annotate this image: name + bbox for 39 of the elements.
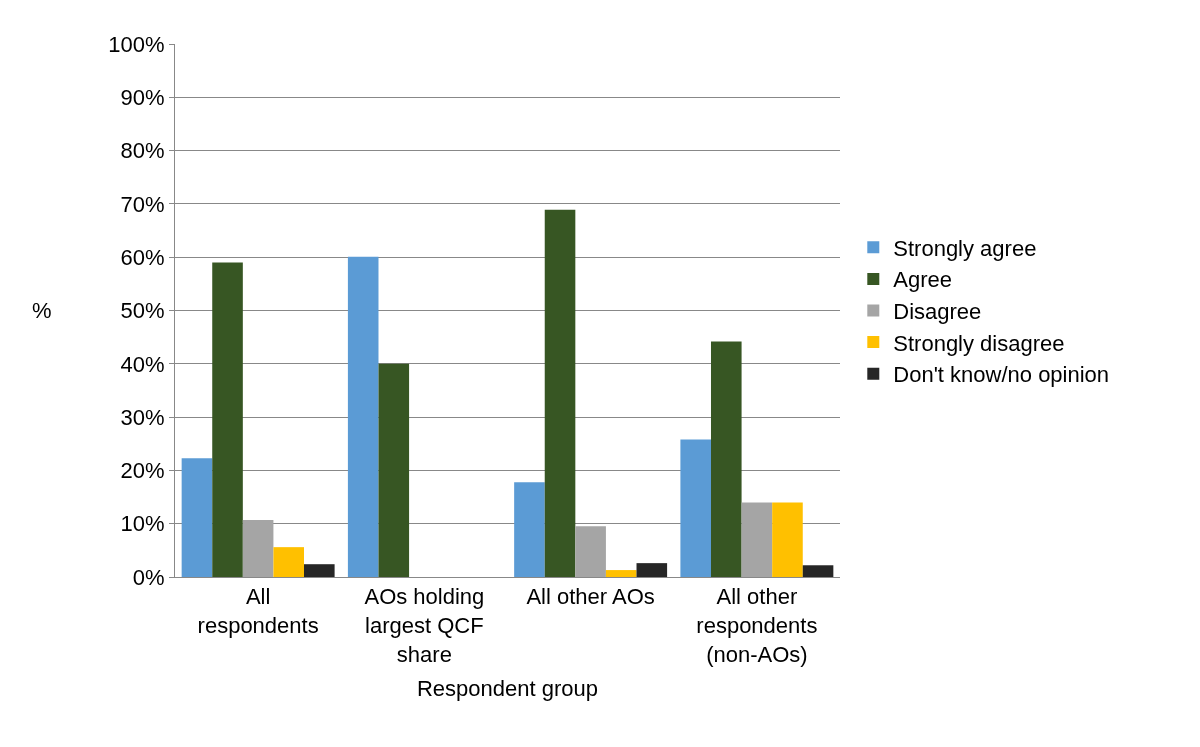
legend-label: Agree — [893, 267, 953, 293]
legend-label: Don't know/no opinion — [893, 362, 1110, 388]
bar — [741, 502, 773, 577]
y-tick-label: 20% — [120, 458, 165, 484]
y-axis-title: % — [32, 298, 52, 323]
bar — [710, 341, 742, 577]
y-tick-label: 100% — [108, 31, 165, 57]
bar — [181, 458, 213, 577]
bar — [304, 564, 335, 577]
bar — [514, 482, 545, 577]
y-tick-label: 40% — [120, 351, 165, 377]
bar — [772, 502, 803, 577]
x-tick-label: All other respondents (non-AOs) — [696, 584, 818, 667]
y-tick-label: 0% — [132, 564, 165, 590]
y-tick-label: 80% — [120, 138, 165, 164]
x-tick-label: AOs holding largest QCF share — [364, 584, 485, 667]
bar — [680, 439, 711, 577]
bar — [378, 363, 410, 577]
y-tick-label: 10% — [120, 511, 165, 537]
x-axis-title: Respondent group — [416, 676, 599, 702]
y-tick-label: 70% — [120, 191, 165, 217]
y-tick-label: 90% — [120, 85, 165, 110]
bar — [544, 209, 576, 577]
bar — [575, 526, 606, 577]
bar — [273, 547, 305, 577]
bar — [605, 570, 637, 577]
y-tick-label: 30% — [120, 404, 165, 430]
bar — [242, 519, 274, 577]
bar — [636, 563, 668, 577]
x-tick-label: All respondents — [197, 584, 319, 638]
legend-label: Strongly disagree — [893, 330, 1065, 356]
y-tick-label: 60% — [120, 244, 165, 270]
legend-label: Strongly agree — [893, 235, 1037, 261]
x-tick-label: All other AOs — [526, 584, 655, 610]
bar — [347, 256, 379, 577]
y-tick-label: 50% — [120, 298, 165, 324]
bar — [212, 262, 243, 577]
legend-label: Disagree — [893, 299, 982, 325]
bar — [802, 565, 834, 577]
